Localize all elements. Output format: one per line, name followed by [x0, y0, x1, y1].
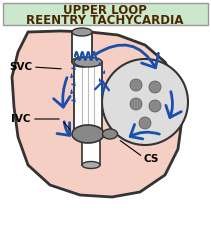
- Circle shape: [130, 79, 142, 91]
- Ellipse shape: [103, 129, 118, 139]
- Circle shape: [149, 81, 161, 93]
- Bar: [72, 32, 92, 62]
- Polygon shape: [12, 31, 182, 197]
- Bar: [74, 62, 102, 132]
- Circle shape: [130, 98, 142, 110]
- Circle shape: [149, 100, 161, 112]
- Circle shape: [102, 59, 188, 145]
- FancyBboxPatch shape: [3, 3, 208, 25]
- Text: UPPER LOOP: UPPER LOOP: [63, 3, 147, 17]
- Ellipse shape: [82, 162, 100, 168]
- Text: CS: CS: [143, 154, 158, 164]
- Text: SVC: SVC: [9, 62, 32, 72]
- Ellipse shape: [74, 57, 102, 67]
- Ellipse shape: [72, 57, 92, 67]
- Circle shape: [139, 117, 151, 129]
- Text: IVC: IVC: [11, 114, 30, 124]
- Bar: [82, 132, 100, 165]
- Ellipse shape: [72, 28, 92, 36]
- Ellipse shape: [72, 125, 104, 143]
- Text: REENTRY TACHYCARDIA: REENTRY TACHYCARDIA: [26, 14, 184, 26]
